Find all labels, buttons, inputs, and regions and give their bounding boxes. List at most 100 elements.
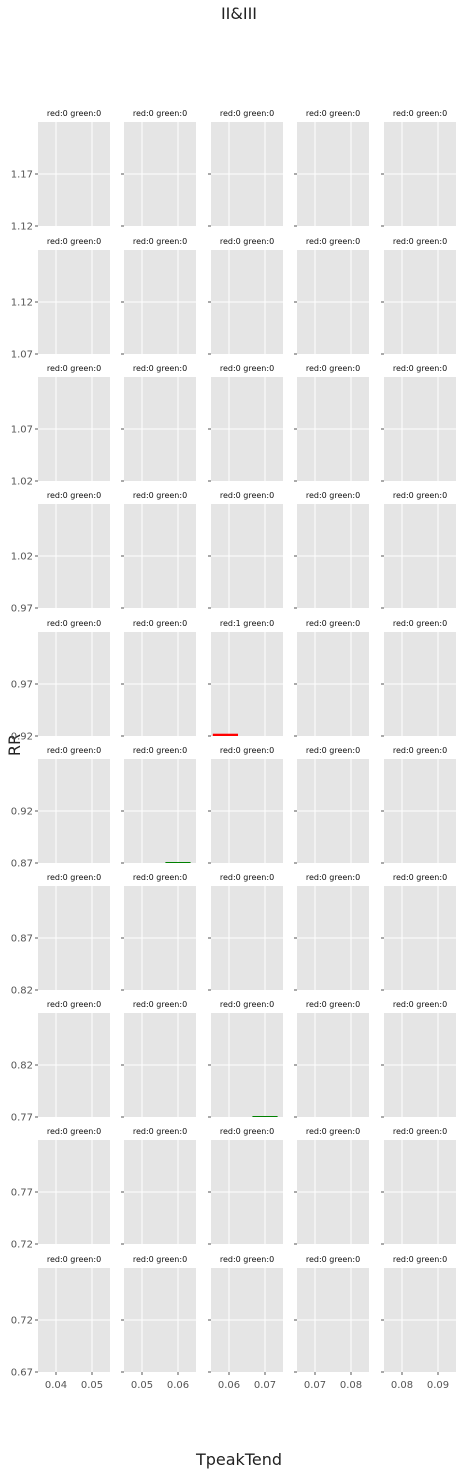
panel: red:0 green:00.07 0.08 (294, 1255, 369, 1391)
panel-title: red:0 green:0 (393, 237, 447, 246)
panel: red:0 green:0 (381, 1000, 456, 1117)
y-tick-label: 0.72 (11, 1316, 33, 1327)
panel: red:0 green:0 0.92 0.97 (11, 619, 110, 743)
panel-title: red:0 green:0 (220, 1255, 274, 1264)
panel: red:0 green:0 (381, 873, 456, 990)
panel: red:0 green:0 (381, 109, 456, 226)
panel-title: red:0 green:0 (306, 746, 360, 755)
panel: red:0 green:0 (208, 364, 283, 481)
panel-title: red:0 green:0 (220, 237, 274, 246)
panel-title: red:0 green:0 (393, 873, 447, 882)
chart-title: II&III (221, 4, 257, 23)
panel: red:0 green:0 0.08 0.09 (381, 1255, 456, 1391)
panel-title: red:0 green:0 (47, 364, 101, 373)
panel-title: red:0 green:0 (47, 1127, 101, 1136)
panel-title: red:0 green:0 (220, 1127, 274, 1136)
x-tick-label: 0.05 (81, 1380, 103, 1391)
y-tick-label: 0.97 (11, 680, 33, 691)
y-tick-label: 0.87 (11, 859, 33, 870)
panel-title: red:0 green:0 (133, 237, 187, 246)
panel-title: red:0 green:0 (306, 237, 360, 246)
panel-title: red:0 green:0 (306, 873, 360, 882)
panel-title: red:0 green:0 (393, 746, 447, 755)
panel-title: red:0 green:0 (133, 619, 187, 628)
panel-title: red:0 green:0 (306, 491, 360, 500)
panel-title: red:0 green:0 (47, 1255, 101, 1264)
panel: red:0 green:0 (208, 237, 283, 354)
panel: red:0 green:0 (381, 364, 456, 481)
x-tick-label: 0.06 (218, 1380, 240, 1391)
panel-title: red:0 green:0 (133, 873, 187, 882)
y-tick-label: 0.92 (11, 807, 33, 818)
y-tick-label: 1.12 (11, 222, 33, 233)
panel: red:0 green:0 (294, 364, 369, 481)
y-tick-label: 1.02 (11, 477, 33, 488)
panel-title: red:0 green:0 (393, 109, 447, 118)
panel-title: red:0 green:0 (47, 746, 101, 755)
panel: red:0 green:0 0.87 0.92 (11, 746, 110, 870)
data-bar (252, 1116, 277, 1117)
panel-title: red:0 green:0 (47, 873, 101, 882)
panel-title: red:0 green:0 (47, 619, 101, 628)
panel: red:0 green:0 (121, 1000, 196, 1117)
panel: red:0 green:0 (381, 1127, 456, 1244)
x-tick-label: 0.04 (45, 1380, 67, 1391)
panel-title: red:0 green:0 (133, 491, 187, 500)
y-tick-label: 1.07 (11, 425, 33, 436)
y-tick-label: 0.82 (11, 1061, 33, 1072)
y-tick-label: 1.12 (11, 298, 33, 309)
panel: red:0 green:0 1.12 1.17 (11, 109, 110, 233)
y-tick-label: 1.07 (11, 350, 33, 361)
panel-title: red:0 green:0 (220, 491, 274, 500)
panel: red:0 green:0 0.97 1.02 (11, 491, 110, 615)
panel: red:0 green:0 (381, 237, 456, 354)
panel: red:0 green:0 (208, 746, 283, 863)
x-tick-label: 0.08 (340, 1380, 362, 1391)
panel-title: red:0 green:0 (220, 1000, 274, 1009)
panel-title: red:0 green:0 (47, 109, 101, 118)
panel: red:0 green:0 (121, 746, 196, 863)
panel: red:0 green:0 (208, 873, 283, 990)
panel-title: red:0 green:0 (133, 1127, 187, 1136)
panel-title: red:0 green:0 (393, 1000, 447, 1009)
panel: red:0 green:0 (294, 491, 369, 608)
data-bar (165, 862, 190, 863)
panel-title: red:0 green:0 (47, 1000, 101, 1009)
panel-title: red:1 green:0 (220, 619, 274, 628)
panel-title: red:0 green:0 (393, 491, 447, 500)
panel-title: red:0 green:0 (133, 364, 187, 373)
x-axis-label: TpeakTend (195, 1450, 282, 1469)
panel: red:0 green:0 (121, 873, 196, 990)
x-tick-label: 0.07 (254, 1380, 276, 1391)
panel: red:0 green:0 (208, 1000, 283, 1117)
panel: red:1 green:0 (208, 619, 283, 736)
y-tick-label: 0.72 (11, 1240, 33, 1251)
panel: red:0 green:0 (121, 109, 196, 226)
y-tick-label: 0.92 (11, 732, 33, 743)
panel-title: red:0 green:0 (47, 237, 101, 246)
panel: red:0 green:0 0.77 0.82 (11, 1000, 110, 1124)
panel: red:0 green:0 0.67 0.72 0.04 0.05 (11, 1255, 110, 1391)
x-tick-label: 0.09 (427, 1380, 449, 1391)
panel: red:0 green:0 (294, 746, 369, 863)
panel: red:0 green:0 (121, 491, 196, 608)
panel: red:0 green:0 (121, 364, 196, 481)
panel: red:0 green:0 (121, 237, 196, 354)
panel: red:0 green:0 (208, 109, 283, 226)
panel-title: red:0 green:0 (393, 364, 447, 373)
panel: red:0 green:0 (294, 1000, 369, 1117)
panel: red:0 green:0 (121, 1127, 196, 1244)
y-tick-label: 0.77 (11, 1188, 33, 1199)
panel: red:0 green:0 (294, 619, 369, 736)
panel: red:0 green:0 0.05 0.06 (121, 1255, 196, 1391)
panel: red:0 green:0 (294, 109, 369, 226)
y-tick-label: 0.97 (11, 604, 33, 615)
panel-title: red:0 green:0 (393, 619, 447, 628)
panel: red:0 green:0 (208, 1127, 283, 1244)
panel-title: red:0 green:0 (306, 1255, 360, 1264)
x-tick-label: 0.08 (391, 1380, 413, 1391)
panel-title: red:0 green:0 (47, 491, 101, 500)
panel-title: red:0 green:0 (306, 109, 360, 118)
panel-title: red:0 green:0 (306, 1127, 360, 1136)
